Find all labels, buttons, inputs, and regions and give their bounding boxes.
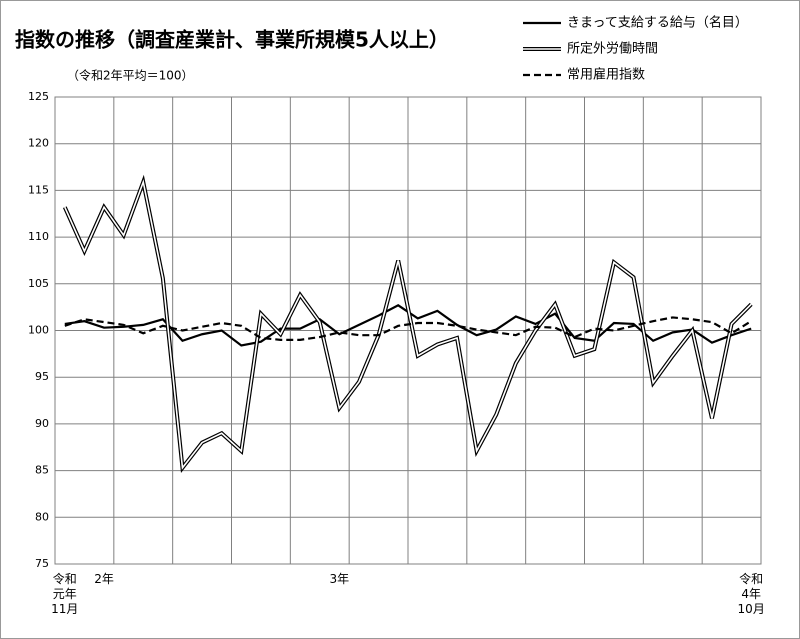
chart-subtitle: （令和2年平均＝100） [67,68,194,83]
series-line [64,316,752,341]
x-tick-label: 令和 元年 11月 [51,572,79,616]
legend-label: 常用雇用指数 [567,67,645,83]
y-tick-label: 95 [35,370,49,383]
y-tick-label: 120 [28,137,49,150]
y-tick-label: 90 [35,417,49,430]
legend-label: きまって支給する給与（名目） [567,15,748,31]
x-tick-label: 令和 4年 10月 [737,572,765,616]
y-tick-label: 115 [28,183,49,196]
series-line-inner [64,179,752,470]
x-tick-label: 2年 [94,572,114,586]
x-tick-label: 3年 [329,572,350,586]
chart-title: 指数の推移（調査産業計、事業所規模5人以上） [15,28,449,52]
legend-label: 所定外労働時間 [567,42,658,57]
y-tick-label: 110 [28,230,49,243]
y-tick-label: 105 [28,277,49,290]
y-tick-label: 75 [35,557,49,570]
y-tick-label: 125 [28,90,49,103]
y-tick-label: 80 [35,510,49,523]
y-tick-label: 85 [35,464,49,477]
y-tick-label: 100 [28,324,49,337]
